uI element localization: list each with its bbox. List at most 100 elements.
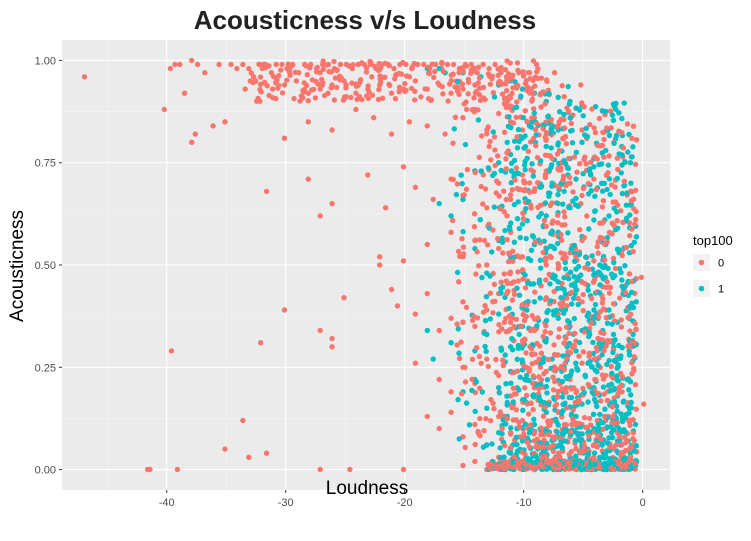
dense-point: [499, 425, 505, 432]
dense-point: [538, 381, 544, 387]
dense-point: [469, 387, 475, 394]
dense-point: [614, 155, 621, 161]
series-0-point: [436, 425, 442, 432]
dense-point: [609, 112, 616, 118]
dense-point: [573, 389, 579, 395]
dense-point: [514, 60, 521, 66]
dense-point: [319, 76, 325, 83]
dense-point: [566, 101, 573, 107]
dense-point: [450, 176, 456, 183]
series-0-point: [329, 335, 335, 342]
dense-point: [456, 436, 462, 442]
dense-point: [536, 386, 542, 392]
dense-point: [629, 226, 635, 232]
dense-point: [498, 454, 504, 461]
dense-point: [561, 209, 567, 215]
dense-point: [541, 371, 547, 377]
dense-point: [627, 212, 633, 218]
dense-point: [546, 271, 552, 278]
dense-point: [499, 431, 505, 437]
dense-point: [498, 347, 505, 353]
dense-point: [546, 91, 552, 97]
dense-point: [611, 222, 617, 228]
dense-point: [555, 465, 562, 472]
dense-point: [314, 64, 320, 71]
dense-point: [509, 90, 515, 97]
dense-point: [476, 263, 482, 269]
dense-point: [543, 317, 550, 324]
dense-point: [622, 159, 628, 165]
series-0-point: [81, 74, 88, 80]
dense-point: [511, 279, 517, 285]
dense-point: [608, 271, 615, 277]
dense-point: [574, 169, 580, 175]
dense-point: [475, 117, 482, 123]
dense-point: [549, 155, 555, 162]
dense-point: [591, 125, 597, 131]
series-0-point: [189, 57, 195, 64]
dense-point: [368, 60, 374, 66]
series-0-point: [388, 286, 395, 293]
dense-point: [633, 208, 639, 215]
dense-point: [566, 319, 573, 326]
dense-point: [508, 103, 514, 109]
dense-point: [622, 414, 628, 421]
series-0-point: [579, 127, 585, 133]
series-1-point: [448, 340, 454, 346]
dense-point: [623, 447, 629, 454]
dense-point: [514, 99, 520, 105]
dense-point: [500, 362, 507, 368]
series-0-point: [305, 176, 311, 182]
dense-point: [499, 235, 505, 241]
dense-point: [503, 156, 509, 162]
dense-point: [630, 430, 636, 436]
dense-point: [513, 316, 519, 323]
dense-point: [482, 343, 488, 350]
dense-point: [320, 58, 326, 64]
dense-point: [533, 444, 539, 450]
dense-point: [622, 429, 628, 435]
dense-point: [502, 459, 508, 465]
dense-point: [604, 125, 610, 131]
dense-point: [524, 439, 530, 445]
dense-point: [532, 127, 539, 133]
dense-point: [542, 404, 548, 410]
dense-point: [509, 405, 515, 411]
dense-point: [469, 356, 476, 362]
dense-point: [558, 237, 565, 243]
series-0-point: [579, 299, 585, 305]
dense-point: [555, 388, 562, 395]
x-tick-label: -20: [397, 497, 413, 509]
dense-point: [462, 444, 468, 451]
series-1-point: [519, 438, 526, 444]
dense-point: [590, 339, 596, 346]
dense-point: [534, 436, 540, 442]
dense-point: [591, 450, 598, 456]
dense-point: [291, 95, 297, 102]
dense-point: [439, 84, 445, 90]
dense-point: [630, 436, 636, 442]
dense-point: [491, 406, 497, 412]
dense-point: [582, 132, 588, 138]
dense-point: [594, 156, 600, 162]
dense-point: [516, 138, 522, 145]
dense-point: [586, 226, 592, 232]
dense-point: [580, 113, 586, 119]
dense-point: [497, 206, 503, 212]
dense-point: [522, 158, 528, 165]
dense-point: [522, 285, 529, 291]
dense-point: [270, 73, 277, 80]
dense-point: [257, 86, 263, 93]
series-0-point: [329, 200, 335, 207]
dense-point: [563, 438, 569, 444]
dense-point: [604, 239, 610, 245]
dense-point: [578, 436, 585, 443]
dense-point: [604, 320, 611, 326]
dense-point: [510, 385, 517, 391]
dense-point: [521, 461, 528, 467]
dense-point: [628, 399, 634, 406]
dense-point: [610, 466, 617, 472]
series-0-point: [269, 86, 276, 92]
dense-point: [450, 71, 456, 77]
dense-point: [516, 465, 523, 472]
